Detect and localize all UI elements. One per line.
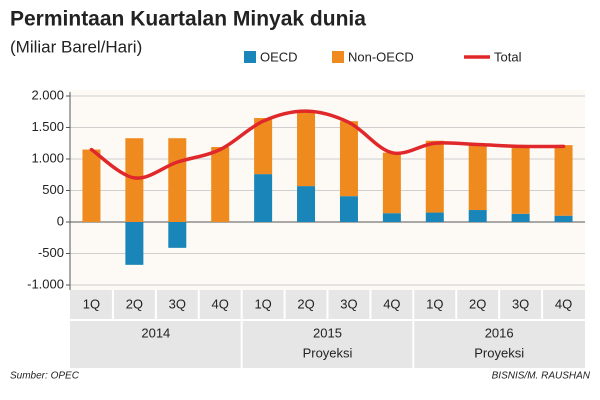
credit: BISNIS/M. RAUSHAN: [492, 371, 591, 382]
x-tick-label: 2Q: [469, 296, 486, 311]
legend-label: Non-OECD: [348, 49, 414, 64]
y-tick-label: -500: [38, 245, 64, 260]
x-tick-label: 1Q: [254, 296, 271, 311]
group-label: 2015: [313, 325, 342, 340]
x-tick-label: 3Q: [169, 296, 186, 311]
legend-label: OECD: [260, 49, 298, 64]
chart-title: Permintaan Kuartalan Minyak dunia: [10, 8, 366, 31]
x-tick-label: 3Q: [340, 296, 357, 311]
group-note: Proyeksi: [303, 345, 353, 360]
y-tick-label: 0: [57, 213, 64, 228]
group-label: 2016: [485, 325, 514, 340]
chart-subtitle: (Miliar Barel/Hari): [10, 37, 142, 56]
bar-segment: [168, 138, 187, 222]
bar-segment: [425, 140, 444, 213]
y-tick-label: -1.000: [27, 276, 64, 291]
bar-segment: [511, 147, 530, 214]
x-tick-label: 4Q: [212, 296, 229, 311]
legend-label: Total: [494, 49, 522, 64]
bar-segment: [297, 186, 316, 222]
y-tick-label: 1.500: [31, 119, 64, 134]
bar-segment: [211, 147, 230, 222]
bar-segment: [125, 222, 144, 265]
group-label: 2014: [141, 325, 170, 340]
bar-segment: [425, 212, 444, 222]
y-tick-label: 2.000: [31, 87, 64, 102]
source: Sumber: OPEC: [10, 371, 80, 382]
bar-segment: [297, 111, 316, 187]
bar-segment: [125, 138, 144, 222]
bar-segment: [468, 210, 487, 222]
bar-segment: [339, 196, 358, 222]
bar-segment: [82, 149, 101, 222]
legend-swatch: [244, 51, 256, 63]
legend-swatch: [332, 51, 344, 63]
bar-segment: [168, 222, 187, 248]
bar-segment: [554, 215, 573, 222]
y-tick-label: 500: [42, 182, 64, 197]
x-tick-label: 1Q: [83, 296, 100, 311]
x-tick-label: 2Q: [297, 296, 314, 311]
total-line: [89, 109, 566, 180]
bar-segment: [254, 118, 273, 175]
bar-segment: [382, 213, 401, 222]
x-tick-label: 2Q: [126, 296, 143, 311]
y-tick-label: 1.000: [31, 150, 64, 165]
group-note: Proyeksi: [474, 345, 524, 360]
bar-segment: [511, 213, 530, 222]
bar-segment: [254, 174, 273, 222]
x-tick-label: 4Q: [383, 296, 400, 311]
x-tick-label: 4Q: [555, 296, 572, 311]
bar-segment: [382, 152, 401, 214]
bar-segment: [339, 121, 358, 197]
x-tick-label: 1Q: [426, 296, 443, 311]
bar-segment: [468, 145, 487, 211]
bar-segment: [554, 145, 573, 216]
x-tick-label: 3Q: [512, 296, 529, 311]
